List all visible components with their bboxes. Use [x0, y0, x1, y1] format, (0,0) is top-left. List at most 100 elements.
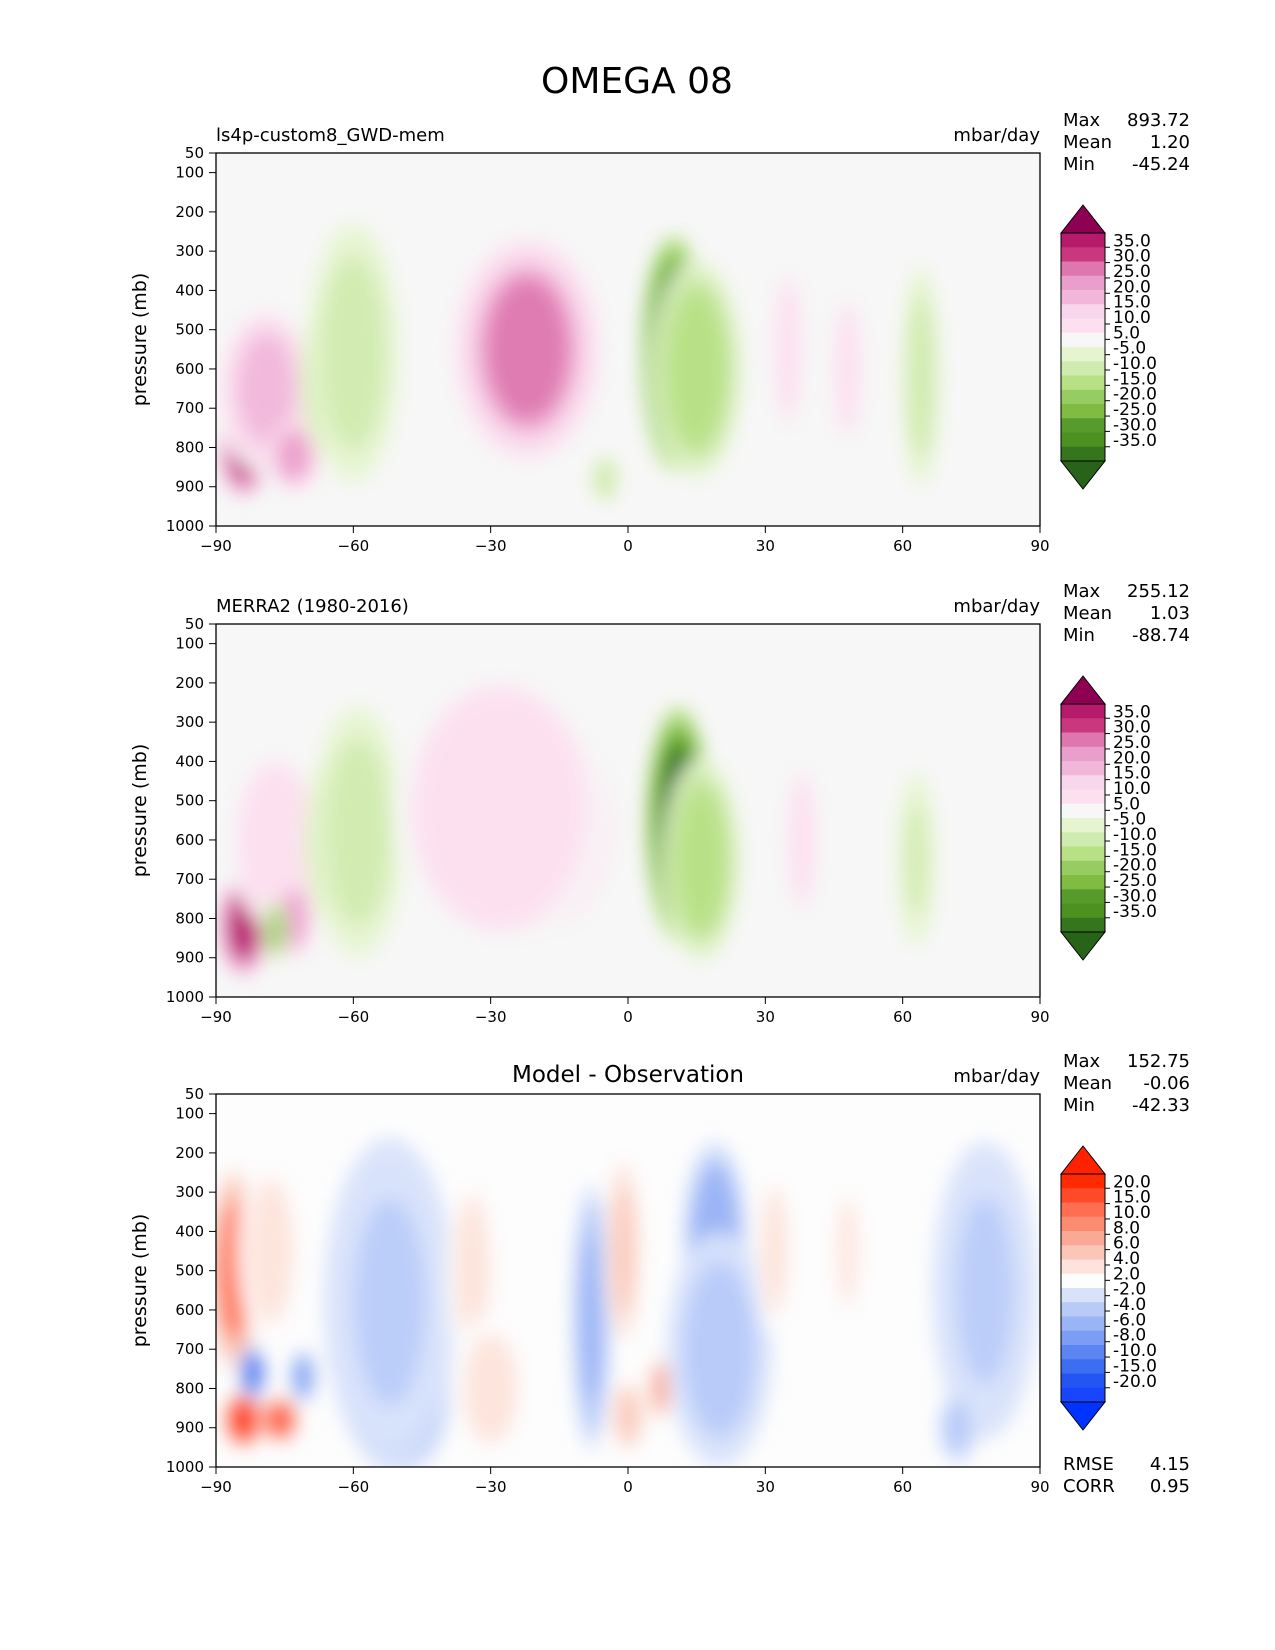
colorbar-swatch [1061, 318, 1105, 334]
field-blob [269, 1405, 291, 1435]
stat-value: 0.95 [1150, 1476, 1190, 1497]
units-label: mbar/day [953, 125, 1040, 146]
field-blob [469, 1341, 512, 1436]
stat-value: 893.72 [1127, 110, 1190, 131]
colorbar-swatch [1061, 1259, 1105, 1275]
colorbar-swatch [1061, 917, 1105, 933]
colorbar-label: 10.0 [1113, 308, 1151, 328]
colorbar-swatch [1061, 732, 1105, 748]
y-axis-label: pressure (mb) [129, 1214, 151, 1348]
colorbar-label: 15.0 [1113, 1188, 1151, 1208]
y-tick-label: 800 [175, 909, 204, 927]
colorbar-swatch [1061, 761, 1105, 776]
colorbar-label: 5.0 [1113, 323, 1140, 343]
colorbar-swatch [1061, 233, 1105, 248]
y-tick-label: 300 [175, 242, 204, 260]
field-blob [333, 753, 383, 911]
colorbar-swatch [1061, 418, 1105, 433]
colorbar-swatch [1061, 1231, 1105, 1246]
stat-label: Max [1063, 1051, 1101, 1072]
field [216, 667, 937, 978]
colorbar-swatch [1061, 818, 1105, 833]
colorbar-frame [1060, 1173, 1106, 1403]
field-blob [837, 312, 859, 426]
colorbar-label: 30.0 [1113, 718, 1151, 738]
field-blob [279, 433, 309, 478]
colorbar-label: 15.0 [1113, 293, 1151, 313]
y-tick-label: 900 [175, 1419, 204, 1437]
colorbar-swatch [1061, 332, 1105, 348]
colorbar-swatch [1061, 261, 1105, 277]
colorbar-label: -15.0 [1113, 1356, 1157, 1376]
colorbar: 20.015.010.08.06.04.02.0-2.0-4.0-6.0-8.0… [1059, 1145, 1157, 1431]
colorbar-swatch [1061, 361, 1105, 376]
colorbar-label: 20.0 [1113, 748, 1151, 768]
colorbar-swatch [1061, 1330, 1105, 1346]
colorbar-label: -5.0 [1113, 339, 1146, 359]
stat-value: 1.20 [1150, 132, 1190, 153]
field-blob [671, 300, 722, 438]
stat-value: -42.33 [1132, 1095, 1190, 1116]
stat-label: Min [1063, 1095, 1095, 1116]
colorbar-extend-bottom [1059, 460, 1107, 490]
y-tick-label: 700 [175, 870, 204, 888]
colorbar-label: -5.0 [1113, 810, 1146, 830]
stat-value: -88.74 [1132, 625, 1190, 646]
y-tick-label: 1000 [166, 1458, 204, 1476]
colorbar-swatch [1061, 275, 1105, 291]
field-blob [777, 287, 799, 411]
field-blob [237, 334, 295, 443]
colorbar-swatch [1061, 1174, 1105, 1189]
field-blob [245, 1355, 260, 1390]
y-tick-label: 600 [175, 1301, 204, 1319]
y-tick-label: 800 [175, 438, 204, 456]
colorbar-swatch [1061, 903, 1105, 919]
colorbar: 35.030.025.020.015.010.05.0-5.0-10.0-15.… [1059, 675, 1157, 961]
colorbar-label: 4.0 [1113, 1249, 1140, 1269]
panel-title: ls4p-custom8_GWD-mem [216, 125, 445, 146]
colorbar-label: -10.0 [1113, 1341, 1157, 1361]
stat-value: 255.12 [1127, 581, 1190, 602]
colorbar-label: -35.0 [1113, 902, 1157, 922]
y-tick-label: 50 [185, 144, 204, 162]
y-tick-label: 100 [175, 635, 204, 653]
y-tick-label: 400 [175, 1222, 204, 1240]
colorbar-label: -4.0 [1113, 1295, 1146, 1315]
units-label: mbar/day [953, 1066, 1040, 1087]
x-tick-label: 60 [893, 1478, 912, 1496]
field [216, 223, 941, 503]
stat-value: -45.24 [1132, 154, 1190, 175]
colorbar-label: -20.0 [1113, 1372, 1157, 1392]
y-tick-label: 400 [175, 752, 204, 770]
x-tick-label: −90 [200, 1008, 232, 1026]
colorbar-swatch [1061, 290, 1105, 305]
colorbar-extend-top [1059, 675, 1107, 705]
colorbar-swatch [1061, 1202, 1105, 1218]
field-blob [652, 1366, 668, 1411]
colorbar-swatch [1061, 1302, 1105, 1317]
y-tick-label: 200 [175, 203, 204, 221]
colorbar-swatch [1061, 803, 1105, 819]
x-tick-label: 30 [756, 537, 775, 555]
colorbar-label: 20.0 [1113, 1172, 1151, 1192]
y-tick-label: 400 [175, 281, 204, 299]
y-tick-label: 100 [175, 1105, 204, 1123]
field-blob [598, 464, 613, 494]
colorbar-label: -20.0 [1113, 856, 1157, 876]
field-blob [612, 1187, 635, 1315]
colorbar-swatch [1061, 1359, 1105, 1374]
colorbar-swatch [1061, 860, 1105, 876]
stat-label: Min [1063, 154, 1095, 175]
field-blob [580, 1234, 603, 1402]
colorbar-label: -25.0 [1113, 871, 1157, 891]
x-tick-label: 0 [623, 1008, 633, 1026]
colorbar-label: 20.0 [1113, 277, 1151, 297]
stat-label: Mean [1063, 132, 1112, 153]
colorbar-label: 10.0 [1113, 1203, 1151, 1223]
colorbar-swatch [1061, 304, 1105, 319]
colorbar-swatch [1061, 789, 1105, 805]
y-tick-label: 600 [175, 831, 204, 849]
field-blob [691, 1275, 748, 1423]
stat-label: RMSE [1063, 1454, 1114, 1475]
